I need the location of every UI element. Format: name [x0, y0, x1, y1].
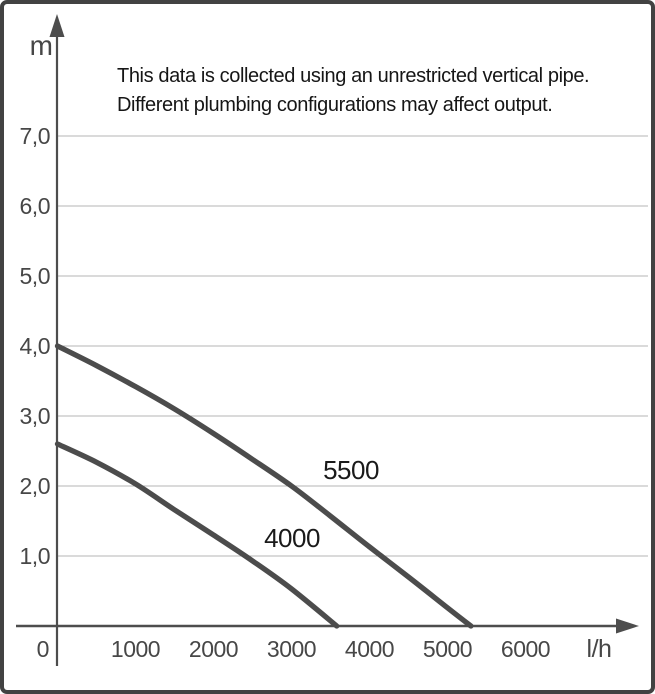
y-axis-arrow-icon	[49, 14, 65, 37]
note-line-1: This data is collected using an unrestri…	[117, 65, 590, 87]
y-tick-label: 7,0	[19, 123, 51, 149]
y-tick-label: 5,0	[19, 263, 51, 289]
y-tick-label: 3,0	[19, 403, 51, 429]
x-tick-label: 5000	[422, 636, 473, 662]
y-tick-label: 2,0	[19, 473, 51, 499]
x-tick-label: 1000	[110, 636, 161, 662]
x-axis-arrow-icon	[616, 618, 639, 634]
pump-curve-4000	[54, 441, 340, 629]
y-tick-label: 1,0	[19, 543, 51, 569]
x-tick-label: 3000	[266, 636, 317, 662]
y-axis-unit-label: m	[29, 30, 53, 61]
y-tick-label: 6,0	[19, 193, 51, 219]
x-axis-unit-label: l/h	[586, 635, 612, 663]
x-tick-label: 6000	[500, 636, 551, 662]
x-tick-label: 4000	[344, 636, 395, 662]
origin-tick-label: 0	[36, 636, 50, 662]
series-label-4000: 4000	[264, 523, 320, 553]
chart-note: This data is collected using an unrestri…	[117, 62, 590, 120]
x-tick-label: 2000	[188, 636, 239, 662]
pump-curve-5500	[54, 343, 474, 629]
note-line-2: Different plumbing configurations may af…	[117, 94, 553, 116]
y-tick-label: 4,0	[19, 333, 51, 359]
series-label-5500: 5500	[323, 455, 379, 485]
